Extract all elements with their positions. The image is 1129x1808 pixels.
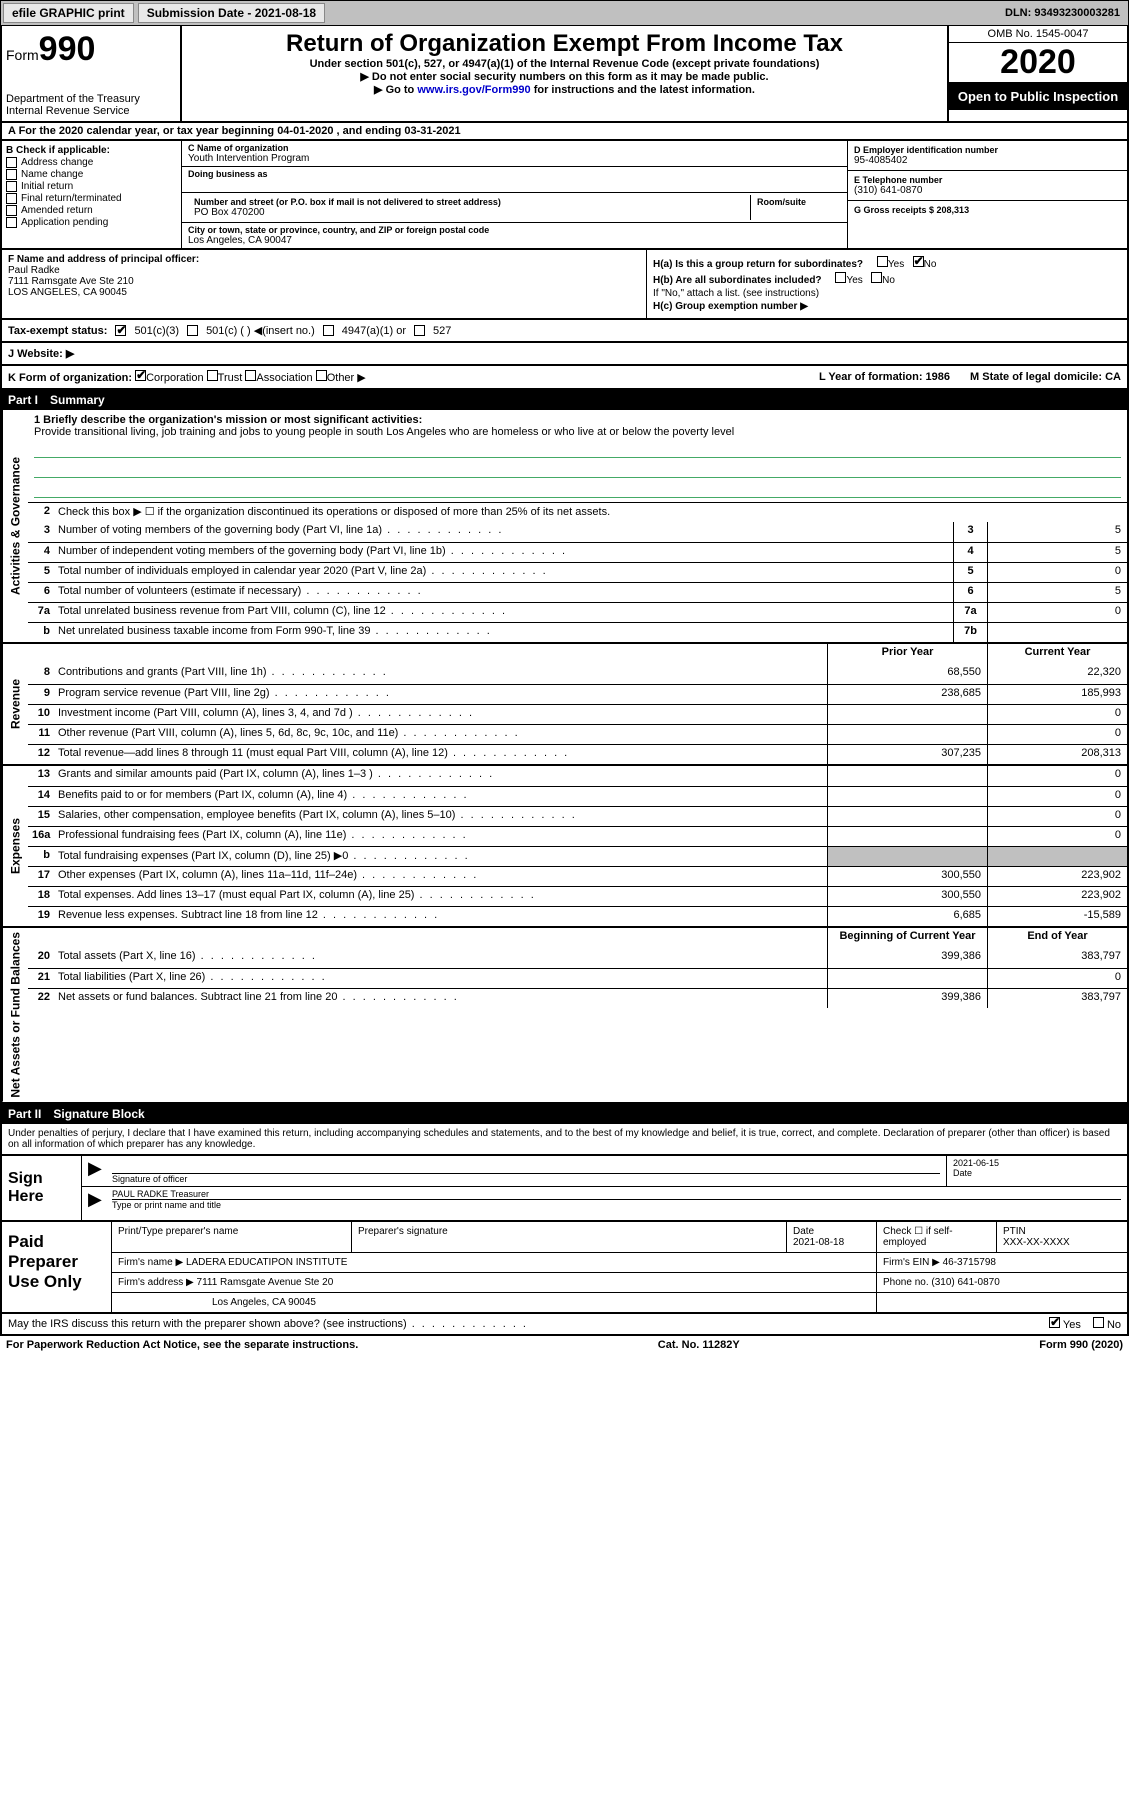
checkbox-final-return[interactable] (6, 193, 17, 204)
side-governance: Activities & Governance (2, 410, 28, 642)
hb-yes[interactable] (835, 272, 846, 283)
table-row: 5Total number of individuals employed in… (28, 562, 1127, 582)
checkbox-initial-return[interactable] (6, 181, 17, 192)
table-row: 14Benefits paid to or for members (Part … (28, 786, 1127, 806)
checkbox-name-change[interactable] (6, 169, 17, 180)
footer: For Paperwork Reduction Act Notice, see … (0, 1336, 1129, 1354)
table-row: 8Contributions and grants (Part VIII, li… (28, 664, 1127, 684)
side-netassets: Net Assets or Fund Balances (2, 928, 28, 1102)
section-b: B Check if applicable: Address change Na… (2, 141, 182, 248)
ssn-note: Do not enter social security numbers on … (186, 70, 943, 83)
side-revenue: Revenue (2, 644, 28, 764)
org-city: Los Angeles, CA 90047 (188, 235, 841, 246)
gross-receipts: G Gross receipts $ 208,313 (854, 205, 1121, 215)
chk-4947[interactable] (323, 325, 334, 336)
checkbox-address-change[interactable] (6, 157, 17, 168)
arrow-icon: ▶ (82, 1187, 106, 1212)
section-h: H(a) Is this a group return for subordin… (647, 250, 1127, 318)
phone-value: (310) 641-0870 (854, 185, 1121, 196)
officer-name: PAUL RADKE Treasurer (112, 1189, 1121, 1199)
part2-header: Part II Signature Block (0, 1104, 1129, 1124)
chk-other[interactable] (316, 370, 327, 381)
table-row: bTotal fundraising expenses (Part IX, co… (28, 846, 1127, 866)
table-row: bNet unrelated business taxable income f… (28, 622, 1127, 642)
form-number: Form990 (6, 30, 176, 69)
table-row: 4Number of independent voting members of… (28, 542, 1127, 562)
section-e: E Telephone number (310) 641-0870 (848, 171, 1127, 201)
chk-527[interactable] (414, 325, 425, 336)
section-c: C Name of organization Youth Interventio… (182, 141, 847, 248)
part1-header: Part I Summary (0, 390, 1129, 410)
tax-period: A For the 2020 calendar year, or tax yea… (0, 123, 1129, 141)
sig-date: 2021-06-15 (953, 1158, 1121, 1168)
irs-discuss-row: May the IRS discuss this return with the… (0, 1314, 1129, 1336)
chk-501c3[interactable] (115, 325, 126, 336)
table-row: 20Total assets (Part X, line 16)399,3863… (28, 948, 1127, 968)
table-row: 3Number of voting members of the governi… (28, 522, 1127, 542)
section-f: F Name and address of principal officer:… (2, 250, 647, 318)
dln-label: DLN: 93493230003281 (1005, 7, 1126, 19)
tax-status-row: Tax-exempt status: 501(c)(3) 501(c) ( ) … (0, 320, 1129, 343)
table-row: 9Program service revenue (Part VIII, lin… (28, 684, 1127, 704)
table-row: 7aTotal unrelated business revenue from … (28, 602, 1127, 622)
website-row: J Website: ▶ (0, 343, 1129, 366)
table-row: 12Total revenue—add lines 8 through 11 (… (28, 744, 1127, 764)
sign-here-block: Sign Here ▶ Signature of officer 2021-06… (0, 1156, 1129, 1222)
chk-trust[interactable] (207, 370, 218, 381)
state-domicile: M State of legal domicile: CA (970, 371, 1121, 383)
ha-no[interactable] (913, 256, 924, 267)
efile-badge: efile GRAPHIC print (3, 3, 134, 23)
paid-preparer-block: Paid Preparer Use Only Print/Type prepar… (0, 1222, 1129, 1314)
mission-text: Provide transitional living, job trainin… (34, 426, 1121, 438)
netassets-table: Net Assets or Fund Balances Beginning of… (0, 928, 1129, 1104)
ein-value: 95-4085402 (854, 155, 1121, 166)
tax-year: 2020 (949, 43, 1127, 83)
checkbox-amended[interactable] (6, 205, 17, 216)
dept-label: Department of the Treasury (6, 93, 176, 105)
irs-link[interactable]: www.irs.gov/Form990 (417, 84, 530, 96)
discuss-no[interactable] (1093, 1317, 1104, 1328)
form-header: Form990 Department of the Treasury Inter… (0, 26, 1129, 123)
section-d: D Employer identification number 95-4085… (848, 141, 1127, 171)
table-row: 21Total liabilities (Part X, line 26)0 (28, 968, 1127, 988)
discuss-yes[interactable] (1049, 1317, 1060, 1328)
side-expenses: Expenses (2, 766, 28, 926)
table-row: 16aProfessional fundraising fees (Part I… (28, 826, 1127, 846)
top-bar: efile GRAPHIC print Submission Date - 20… (0, 0, 1129, 26)
checkbox-pending[interactable] (6, 217, 17, 228)
section-g: G Gross receipts $ 208,313 (848, 201, 1127, 248)
table-row: 19Revenue less expenses. Subtract line 1… (28, 906, 1127, 926)
chk-501c[interactable] (187, 325, 198, 336)
table-row: 18Total expenses. Add lines 13–17 (must … (28, 886, 1127, 906)
governance-table: Activities & Governance 1 Briefly descri… (0, 410, 1129, 644)
form-title: Return of Organization Exempt From Incom… (186, 30, 943, 58)
form-subtitle: Under section 501(c), 527, or 4947(a)(1)… (186, 58, 943, 70)
submission-date-badge: Submission Date - 2021-08-18 (138, 3, 325, 23)
table-row: 11Other revenue (Part VIII, column (A), … (28, 724, 1127, 744)
fh-lower: F Name and address of principal officer:… (0, 250, 1129, 320)
table-row: 10Investment income (Part VIII, column (… (28, 704, 1127, 724)
omb-number: OMB No. 1545-0047 (949, 26, 1127, 43)
hb-no[interactable] (871, 272, 882, 283)
expenses-table: Expenses 13Grants and similar amounts pa… (0, 766, 1129, 928)
revenue-table: Revenue Prior Year Current Year 8Contrib… (0, 644, 1129, 766)
korg-row: K Form of organization: Corporation Trus… (0, 366, 1129, 390)
table-row: 13Grants and similar amounts paid (Part … (28, 766, 1127, 786)
chk-assoc[interactable] (245, 370, 256, 381)
ha-yes[interactable] (877, 256, 888, 267)
arrow-icon: ▶ (82, 1156, 106, 1186)
table-row: 22Net assets or fund balances. Subtract … (28, 988, 1127, 1008)
table-row: 15Salaries, other compensation, employee… (28, 806, 1127, 826)
org-address: PO Box 470200 (194, 207, 744, 218)
chk-corp[interactable] (135, 370, 146, 381)
info-block: B Check if applicable: Address change Na… (0, 141, 1129, 250)
table-row: 17Other expenses (Part IX, column (A), l… (28, 866, 1127, 886)
irs-label: Internal Revenue Service (6, 105, 176, 117)
table-row: 6Total number of volunteers (estimate if… (28, 582, 1127, 602)
open-public-badge: Open to Public Inspection (949, 83, 1127, 110)
org-name: Youth Intervention Program (188, 153, 841, 164)
year-formation: L Year of formation: 1986 (819, 371, 950, 383)
instructions-note: Go to www.irs.gov/Form990 for instructio… (186, 83, 943, 96)
signature-intro: Under penalties of perjury, I declare th… (0, 1124, 1129, 1156)
